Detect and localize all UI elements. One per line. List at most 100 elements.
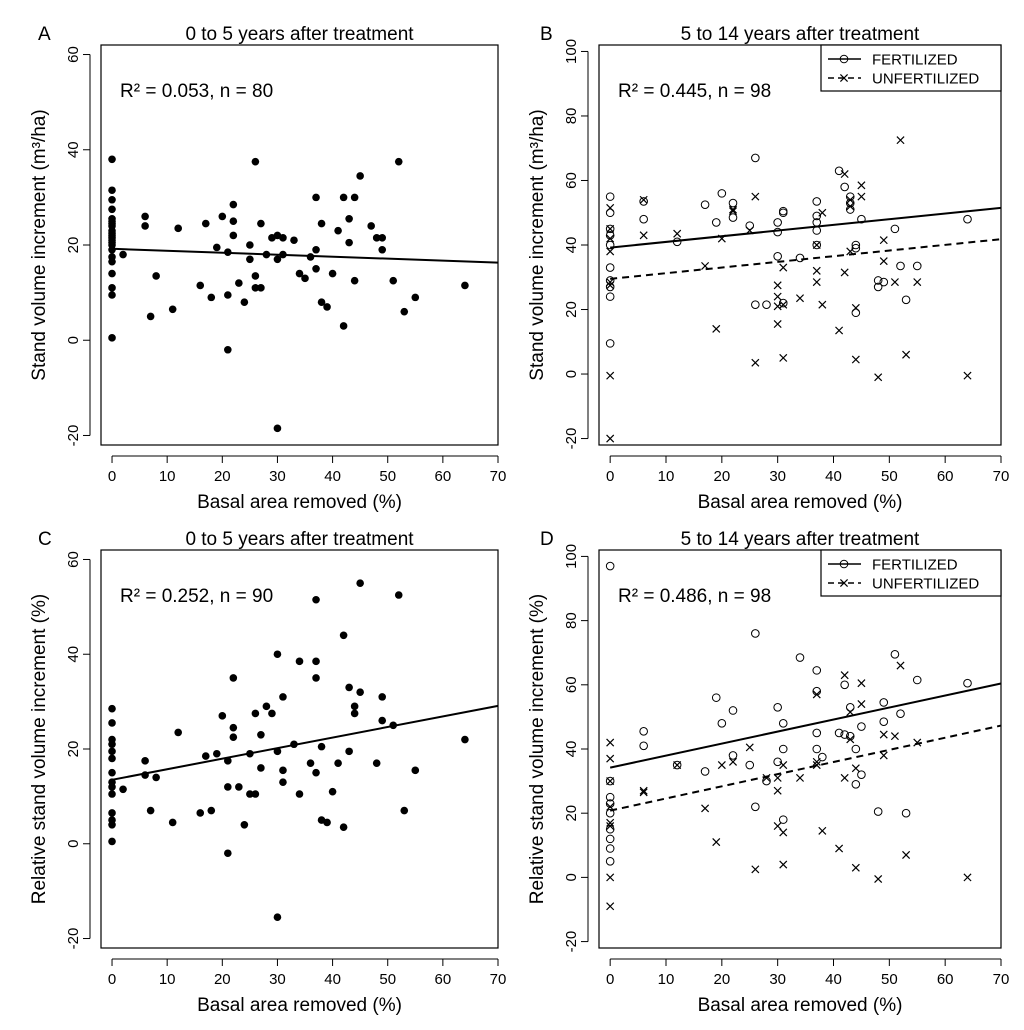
data-point: [901, 295, 911, 305]
data-point: [717, 761, 726, 770]
legend-marker: [839, 559, 849, 569]
data-point: [913, 738, 922, 747]
data-point: [857, 192, 866, 201]
data-point: [141, 212, 149, 221]
data-point: [345, 747, 353, 756]
data-point: [339, 631, 348, 640]
data-point: [119, 250, 127, 259]
data-point: [207, 293, 216, 302]
data-point: [605, 339, 615, 348]
panel-letter: A: [38, 24, 51, 45]
data-point: [279, 766, 287, 775]
data-point: [350, 276, 359, 285]
data-point: [605, 208, 615, 218]
x-tick-label: 0: [108, 971, 116, 988]
y-tick-label: 20: [563, 805, 580, 822]
data-point: [312, 265, 320, 273]
chart-title: 5 to 14 years after treatment: [681, 24, 920, 45]
data-point: [212, 243, 221, 252]
data-point: [108, 837, 116, 846]
data-point: [605, 857, 615, 866]
data-point: [874, 373, 883, 382]
data-point: [879, 277, 889, 287]
x-tick-label: 40: [324, 468, 341, 485]
data-point: [605, 792, 615, 802]
x-tick-label: 70: [993, 468, 1010, 485]
data-point: [317, 298, 326, 306]
data-point: [857, 181, 866, 190]
data-point: [963, 371, 972, 380]
data-point: [845, 702, 855, 712]
data-point: [835, 326, 844, 335]
data-point: [773, 786, 782, 795]
data-point: [273, 650, 282, 659]
data-point: [312, 193, 320, 202]
data-point: [751, 629, 760, 638]
data-point: [795, 253, 805, 263]
data-point: [605, 844, 615, 853]
x-tick-label: 60: [435, 971, 452, 988]
x-tick-label: 20: [713, 971, 730, 988]
data-point: [700, 200, 710, 209]
data-point: [273, 913, 282, 922]
data-point: [273, 255, 282, 264]
series-all: [108, 155, 469, 433]
data-point: [812, 266, 821, 275]
legend: FERTILIZED UNFERTILIZED: [820, 44, 1002, 92]
data-point: [605, 292, 615, 301]
data-point: [606, 278, 615, 287]
data-point: [912, 675, 922, 685]
data-point: [857, 770, 866, 779]
data-point: [108, 155, 116, 164]
data-point: [773, 757, 782, 767]
data-point: [251, 790, 260, 798]
data-point: [818, 300, 827, 309]
data-point: [728, 198, 738, 208]
data-point: [168, 305, 177, 314]
data-point: [879, 236, 888, 245]
legend-label: UNFERTILIZED: [872, 576, 979, 593]
data-point: [345, 238, 353, 247]
data-point: [963, 678, 972, 688]
data-point: [606, 902, 615, 911]
x-tick-label: 40: [825, 971, 842, 988]
x-tick-label: 50: [379, 971, 396, 988]
x-tick-label: 70: [993, 971, 1010, 988]
data-point: [108, 195, 116, 204]
data-point: [701, 804, 710, 813]
regression-line-all: [111, 704, 499, 781]
data-point: [606, 224, 615, 233]
data-point: [840, 268, 849, 277]
data-point: [251, 157, 260, 166]
data-point: [328, 269, 337, 278]
data-point: [846, 735, 855, 744]
data-point: [605, 240, 615, 250]
y-tick-label: 0: [65, 840, 82, 848]
y-tick-label: 100: [563, 544, 580, 569]
y-tick-label: -20: [65, 928, 82, 950]
panel-d: D 5 to 14 years after treatment 0 10 20 30 40 5…: [527, 529, 1009, 1016]
data-point: [317, 742, 326, 751]
data-point: [196, 281, 205, 290]
data-point: [605, 776, 615, 786]
y-tick-label: 0: [563, 370, 580, 378]
data-point: [890, 732, 899, 741]
data-point: [606, 434, 615, 443]
x-tick-label: 0: [108, 468, 116, 485]
legend-marker: [839, 578, 849, 588]
data-point: [279, 778, 287, 786]
data-point: [108, 783, 116, 791]
data-point: [201, 752, 210, 760]
plot-frame: [598, 549, 1002, 949]
data-point: [672, 760, 682, 770]
data-point: [108, 747, 116, 756]
data-point: [301, 274, 309, 283]
data-point: [108, 754, 116, 763]
data-point: [913, 278, 922, 287]
data-point: [812, 761, 821, 770]
data-point: [896, 709, 905, 718]
data-point: [605, 192, 615, 201]
regression-line-all: [111, 247, 499, 264]
data-point: [356, 579, 364, 587]
